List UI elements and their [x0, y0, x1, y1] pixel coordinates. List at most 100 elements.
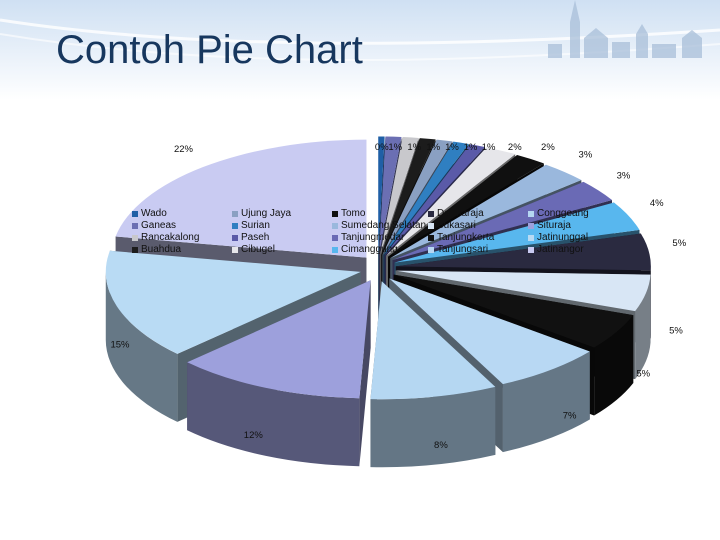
legend-item: Buahdua [132, 244, 181, 256]
data-label: 5% [669, 325, 683, 336]
pie-slice-situraja [187, 280, 371, 399]
legend-label: Sukasari [437, 220, 476, 231]
data-label: 15% [110, 340, 130, 351]
legend-swatch [132, 223, 138, 229]
legend-label: Wado [141, 208, 167, 219]
data-label: 1% [464, 142, 478, 153]
legend-swatch [528, 223, 534, 229]
pie-slice-sukasari [395, 270, 651, 312]
pie-tops [105, 136, 651, 400]
legend-swatch [428, 211, 434, 217]
data-label: 5% [636, 368, 650, 379]
legend-label: Rancakalong [141, 232, 200, 243]
pie-slice-buahdua [381, 138, 436, 255]
data-label: 4% [650, 198, 664, 209]
legend-label: Conggeang [537, 208, 589, 219]
data-label: 12% [244, 430, 264, 441]
legend-label: Darmaraja [437, 208, 484, 219]
legend-label: Ganeas [141, 220, 177, 231]
data-label: 1% [388, 142, 402, 153]
page-title: Contoh Pie Chart [56, 28, 363, 72]
data-label: 5% [672, 238, 686, 249]
legend-label: Surian [241, 220, 270, 231]
legend-item: Conggeang [528, 208, 589, 220]
legend-swatch [332, 247, 338, 253]
legend-item: Cibugel [232, 244, 275, 256]
pie-slice-ujung-jaya [382, 139, 453, 255]
legend-item: Situraja [528, 220, 571, 232]
legend-item: Jatinangor [528, 244, 584, 256]
pie-slice-cimanggung [394, 202, 640, 263]
legend-item: Paseh [232, 232, 269, 244]
legend-swatch [232, 211, 238, 217]
data-label: 1% [426, 142, 440, 153]
legend-swatch [332, 223, 338, 229]
legend-swatch [132, 247, 138, 253]
pie-slice-tanjungkerta [393, 274, 634, 348]
pie-slice-side [187, 362, 360, 467]
legend-item: Cimanggung [332, 244, 398, 256]
legend-label: Tanjungmedar [341, 232, 405, 243]
legend-swatch [232, 223, 238, 229]
legend-label: Situraja [537, 220, 571, 231]
legend-swatch [332, 235, 338, 241]
legend-label: Sumedang Selatan [341, 220, 427, 231]
pie-slice-darmaraja [395, 233, 651, 271]
legend-label: Tanjungkerta [437, 232, 495, 243]
legend-label: Jatinunggal [537, 232, 589, 243]
pie-slice-paseh [384, 144, 485, 256]
legend-swatch [528, 247, 534, 253]
pie-slice-sumedang-selatan [390, 164, 582, 259]
pie-slice-ganeas [379, 136, 402, 255]
legend-label: Ujung Jaya [241, 208, 292, 219]
pie-slice-side [105, 271, 178, 422]
legend-item: Sumedang Selatan [332, 220, 426, 232]
legend-item: Tanjungsari [428, 244, 488, 256]
data-label: 1% [445, 142, 459, 153]
legend-item: Surian [232, 220, 270, 232]
pie-slice-jatinangor [115, 139, 367, 258]
slide-header-banner [0, 0, 720, 100]
legend-swatch [132, 211, 138, 217]
legend-item: Darmaraja [428, 208, 484, 220]
legend-label: Cibugel [241, 244, 275, 255]
town-skyline-icon [548, 0, 702, 58]
pie-slice-wado [378, 136, 385, 255]
data-label: 7% [563, 410, 577, 421]
legend-item: Tomo [332, 208, 365, 220]
data-label: 0% [375, 142, 389, 153]
legend-label: Jatinangor [537, 244, 584, 255]
pie-slice-tanjungmedar [392, 181, 613, 261]
legend-swatch [528, 211, 534, 217]
legend-swatch [428, 223, 434, 229]
data-label: 2% [508, 142, 522, 153]
data-label: 1% [407, 142, 421, 153]
legend-swatch [332, 211, 338, 217]
legend-item: Ganeas [132, 220, 176, 232]
pie-labels: 0% 1% 1% 1% 1% 1% 1% 2% 2%3%3%4%5%5%5%7%8%12%15%… [110, 142, 686, 451]
legend-item: Ujung Jaya [232, 208, 291, 220]
legend-swatch [528, 235, 534, 241]
data-label: 3% [617, 170, 631, 181]
legend-label: Tomo [341, 208, 366, 219]
pie-slice-cibugel [386, 147, 516, 256]
pie-slice-conggeang [370, 281, 496, 400]
data-label: 22% [174, 144, 194, 155]
legend-swatch [132, 235, 138, 241]
legend-item: Jatinunggal [528, 232, 588, 244]
legend-label: Buahdua [141, 244, 182, 255]
data-label: 8% [434, 440, 448, 451]
legend-swatch [232, 235, 238, 241]
legend-item: Tanjungmedar [332, 232, 404, 244]
legend-item: Rancakalong [132, 232, 199, 244]
pie-slice-jatinunggal [105, 250, 361, 354]
legend-item: Wado [132, 208, 167, 220]
pie-slice-side [635, 274, 651, 380]
pie-slice-rancakalong [380, 137, 419, 255]
legend-item: Sukasari [428, 220, 476, 232]
pie-slice-side [502, 351, 590, 453]
pie-slice-side [370, 386, 496, 468]
legend-swatch [428, 247, 434, 253]
pie-slice-tanjungsari [389, 278, 590, 385]
